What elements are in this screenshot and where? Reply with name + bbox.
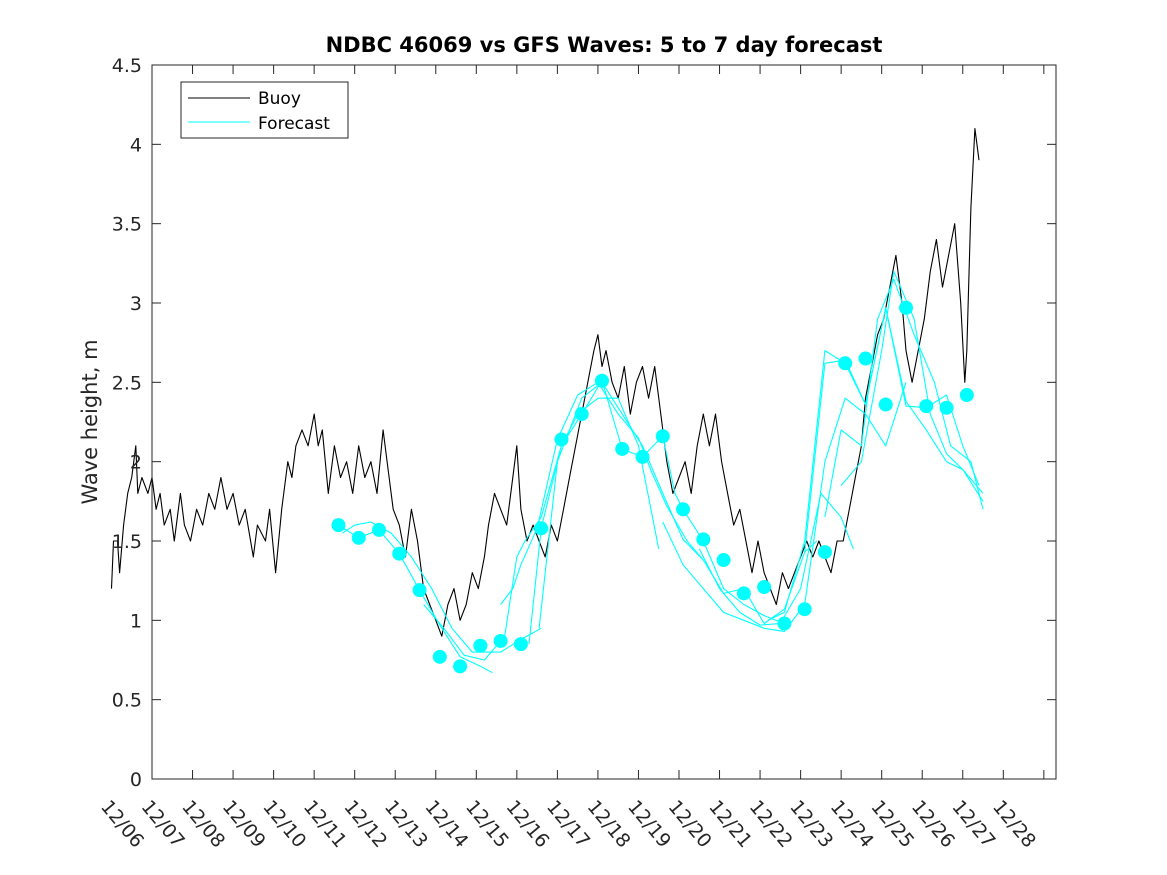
forecast-marker (473, 638, 488, 653)
forecast-marker (878, 397, 893, 412)
forecast-marker (432, 649, 447, 664)
forecast-marker (817, 545, 832, 560)
forecast-series-line (538, 381, 818, 629)
forecast-marker (453, 659, 468, 674)
forecast-marker (676, 502, 691, 517)
y-tick-label: 4 (130, 134, 142, 156)
forecast-marker (392, 546, 407, 561)
y-tick-label: 2.5 (112, 372, 142, 394)
forecast-marker (899, 300, 914, 315)
y-tick-label: 1 (130, 610, 142, 632)
forecast-series-line (804, 307, 984, 553)
forecast-marker (554, 432, 569, 447)
forecast-series-line (423, 397, 660, 661)
y-tick-label: 0 (130, 769, 142, 791)
y-tick-label: 4.5 (112, 55, 142, 77)
forecast-marker (635, 449, 650, 464)
y-tick-label: 1.5 (112, 531, 142, 553)
forecast-marker (534, 521, 549, 536)
forecast-marker (959, 388, 974, 403)
forecast-series-line (840, 270, 984, 502)
legend-forecast-label: Forecast (258, 114, 330, 134)
forecast-marker (757, 580, 772, 595)
y-axis-label: Wave height, m (78, 339, 102, 504)
y-tick-label: 3 (130, 293, 142, 315)
forecast-marker (493, 633, 508, 648)
legend-buoy-label: Buoy (258, 89, 301, 109)
forecast-marker (513, 637, 528, 652)
forecast-marker (736, 586, 751, 601)
y-tick-label: 2 (130, 452, 142, 474)
plot-frame (151, 64, 1057, 780)
chart-title: NDBC 46069 vs GFS Waves: 5 to 7 day fore… (326, 33, 883, 57)
legend: Buoy Forecast (180, 81, 349, 139)
marker-layer (331, 300, 974, 674)
forecast-marker (939, 400, 954, 415)
forecast-marker (412, 583, 427, 598)
forecast-marker (372, 522, 387, 537)
plot-area (152, 65, 1056, 779)
forecast-marker (655, 429, 670, 444)
forecast-marker (777, 616, 792, 631)
forecast-series-line (342, 521, 542, 653)
forecast-marker (919, 399, 934, 414)
forecast-marker (574, 407, 589, 422)
forecast-marker (858, 351, 873, 366)
forecast-marker (696, 532, 711, 547)
forecast-marker (594, 373, 609, 388)
y-tick-label: 0.5 (112, 690, 142, 712)
forecast-marker (615, 441, 630, 456)
forecast-marker (838, 356, 853, 371)
legend-box (180, 81, 349, 139)
forecast-marker (351, 530, 366, 545)
y-tick-label: 3.5 (112, 214, 142, 236)
forecast-marker (331, 518, 346, 533)
forecast-marker (716, 553, 731, 568)
forecast-marker (797, 602, 812, 617)
